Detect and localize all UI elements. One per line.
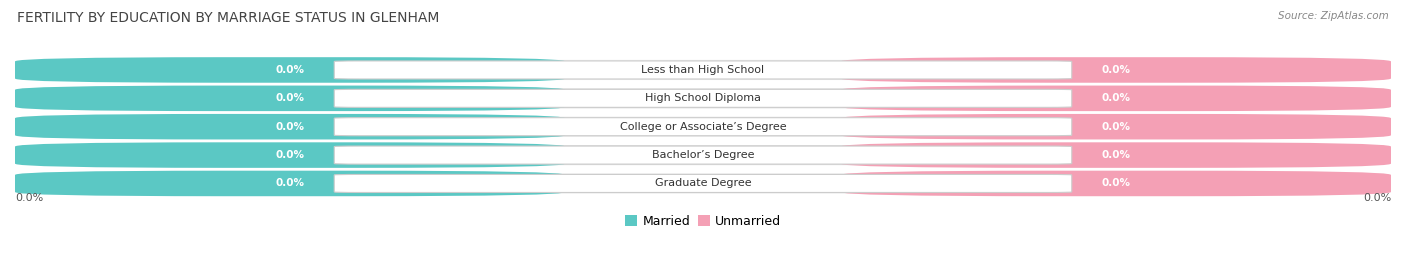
Bar: [1047, 175, 1102, 192]
Text: 0.0%: 0.0%: [1101, 150, 1130, 160]
Text: Bachelor’s Degree: Bachelor’s Degree: [652, 150, 754, 160]
Text: Source: ZipAtlas.com: Source: ZipAtlas.com: [1278, 11, 1389, 21]
Text: 0.0%: 0.0%: [276, 122, 305, 132]
FancyBboxPatch shape: [22, 145, 1384, 165]
FancyBboxPatch shape: [841, 142, 1391, 168]
Bar: [346, 62, 441, 79]
Text: Less than High School: Less than High School: [641, 65, 765, 75]
Text: 0.0%: 0.0%: [276, 150, 305, 160]
FancyBboxPatch shape: [841, 57, 1391, 83]
Bar: [346, 147, 441, 164]
Text: Graduate Degree: Graduate Degree: [655, 178, 751, 188]
FancyBboxPatch shape: [841, 171, 1391, 196]
FancyBboxPatch shape: [335, 146, 1071, 164]
FancyBboxPatch shape: [22, 88, 1384, 109]
FancyBboxPatch shape: [841, 114, 1391, 140]
FancyBboxPatch shape: [22, 173, 1384, 194]
Text: 0.0%: 0.0%: [1362, 193, 1391, 203]
Bar: [1047, 90, 1102, 107]
Text: 0.0%: 0.0%: [1101, 93, 1130, 103]
Text: FERTILITY BY EDUCATION BY MARRIAGE STATUS IN GLENHAM: FERTILITY BY EDUCATION BY MARRIAGE STATU…: [17, 11, 439, 25]
Text: High School Diploma: High School Diploma: [645, 93, 761, 103]
Text: 0.0%: 0.0%: [15, 193, 44, 203]
Text: 0.0%: 0.0%: [276, 65, 305, 75]
Bar: [346, 118, 441, 135]
FancyBboxPatch shape: [335, 118, 1071, 136]
FancyBboxPatch shape: [335, 89, 1071, 107]
FancyBboxPatch shape: [335, 174, 1071, 193]
Text: College or Associate’s Degree: College or Associate’s Degree: [620, 122, 786, 132]
Bar: [1047, 118, 1102, 135]
FancyBboxPatch shape: [15, 114, 565, 140]
Bar: [346, 90, 441, 107]
FancyBboxPatch shape: [22, 60, 1384, 80]
Text: 0.0%: 0.0%: [1101, 178, 1130, 188]
Text: 0.0%: 0.0%: [1101, 65, 1130, 75]
Bar: [1047, 147, 1102, 164]
Bar: [1047, 62, 1102, 79]
FancyBboxPatch shape: [335, 61, 1071, 79]
FancyBboxPatch shape: [15, 86, 565, 111]
Text: 0.0%: 0.0%: [276, 93, 305, 103]
FancyBboxPatch shape: [15, 171, 565, 196]
Text: 0.0%: 0.0%: [276, 178, 305, 188]
FancyBboxPatch shape: [841, 86, 1391, 111]
Bar: [346, 175, 441, 192]
Legend: Married, Unmarried: Married, Unmarried: [620, 210, 786, 233]
Text: 0.0%: 0.0%: [1101, 122, 1130, 132]
FancyBboxPatch shape: [22, 117, 1384, 137]
FancyBboxPatch shape: [15, 57, 565, 83]
FancyBboxPatch shape: [15, 142, 565, 168]
